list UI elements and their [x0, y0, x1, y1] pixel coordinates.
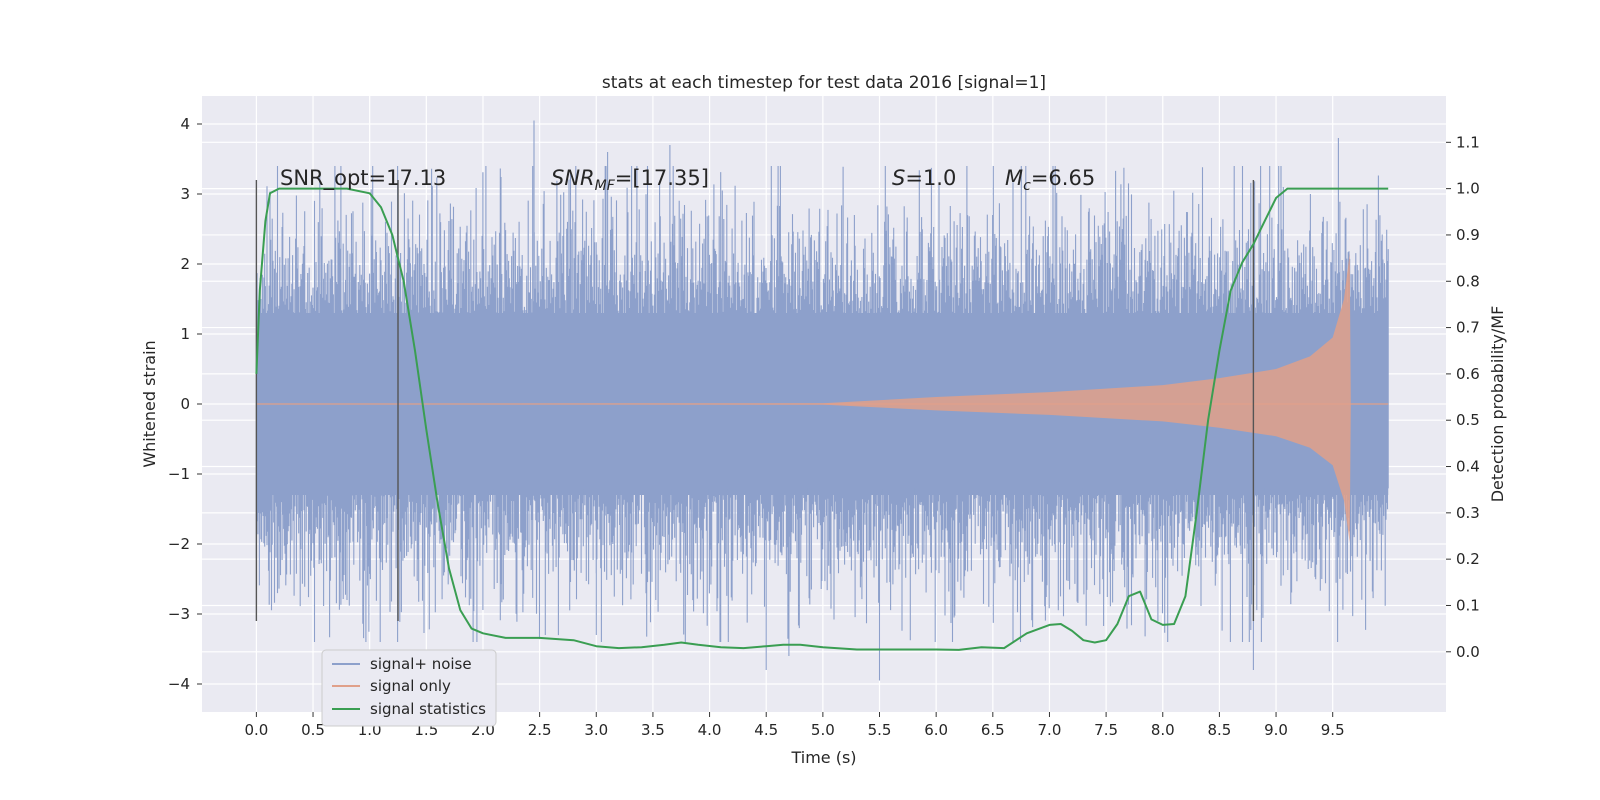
x-tick-label: 7.0 — [1038, 721, 1062, 739]
signal-statistics-series — [255, 187, 1389, 651]
x-tick-label: 3.5 — [641, 721, 665, 739]
y2-tick-label: 0.3 — [1456, 504, 1480, 522]
x-tick-label: 0.5 — [301, 721, 325, 739]
annotation-s: S=1.0 — [892, 166, 956, 190]
y2-tick-label: 1.1 — [1456, 133, 1480, 151]
y-tick-label: 0 — [180, 395, 190, 413]
x-tick-label: 4.0 — [698, 721, 722, 739]
legend-label-stats: signal statistics — [370, 700, 486, 718]
legend-label-signal: signal only — [370, 677, 451, 695]
y2-tick-label: 0.0 — [1456, 643, 1480, 661]
vertical-markers — [255, 180, 1255, 621]
y2-tick-label: 0.7 — [1456, 319, 1480, 337]
y-tick-label: −1 — [168, 465, 190, 483]
legend-box — [321, 649, 497, 727]
legend: signal+ noise signal only signal statist… — [321, 649, 497, 727]
x-tick-label: 6.0 — [924, 721, 948, 739]
y-tick-label: 4 — [180, 115, 190, 133]
x-tick-label: 0.0 — [244, 721, 268, 739]
annotation-mc: Mc=6.65 — [1005, 166, 1095, 194]
y-tick-label: 3 — [180, 185, 190, 203]
y-tick-label: 1 — [180, 325, 190, 343]
x-tick-label: 5.0 — [811, 721, 835, 739]
y2-axis-label: Detection probability/MF — [1488, 306, 1507, 503]
x-tick-label: 3.0 — [584, 721, 608, 739]
y2-tick-label: 0.1 — [1456, 596, 1480, 614]
y2-tick-label: 0.8 — [1456, 272, 1480, 290]
x-axis-label: Time (s) — [790, 748, 856, 767]
chart-title: stats at each timestep for test data 201… — [602, 73, 1046, 93]
y2-tick-label: 0.9 — [1456, 226, 1480, 244]
x-tick-label: 9.5 — [1321, 721, 1345, 739]
y-tick-label: −2 — [168, 535, 190, 553]
x-tick-label: 2.5 — [528, 721, 552, 739]
y-tick-label: −3 — [168, 605, 190, 623]
y2-tick-label: 1.0 — [1456, 180, 1480, 198]
axis-ticks: 0.0 0.5 1.0 1.5 2.0 2.5 3.0 3.5 4.0 4.5 5.0 5.5 6.0 6… — [168, 115, 1480, 739]
x-tick-label: 8.0 — [1151, 721, 1175, 739]
annotation-snr-opt: SNR_opt=17.13 — [280, 166, 446, 191]
y-tick-label: −4 — [168, 675, 190, 693]
y2-tick-label: 0.4 — [1456, 458, 1480, 476]
x-tick-label: 7.5 — [1094, 721, 1118, 739]
y-axis-label: Whitened strain — [140, 340, 159, 467]
signal-envelope — [256, 253, 1351, 543]
x-tick-label: 8.5 — [1207, 721, 1231, 739]
x-tick-label: 4.5 — [754, 721, 778, 739]
y-tick-label: 2 — [180, 255, 190, 273]
annotation-snr-mf: SNRMF=[17.35] — [551, 166, 709, 194]
y2-tick-label: 0.5 — [1456, 411, 1480, 429]
legend-label-noise: signal+ noise — [370, 655, 472, 673]
x-tick-label: 9.0 — [1264, 721, 1288, 739]
signal-statistics-line — [255, 187, 1389, 651]
x-tick-label: 6.5 — [981, 721, 1005, 739]
y2-tick-label: 0.2 — [1456, 550, 1480, 568]
x-tick-label: 5.5 — [868, 721, 892, 739]
y2-tick-label: 0.6 — [1456, 365, 1480, 383]
signal-only-series — [256, 253, 1389, 543]
